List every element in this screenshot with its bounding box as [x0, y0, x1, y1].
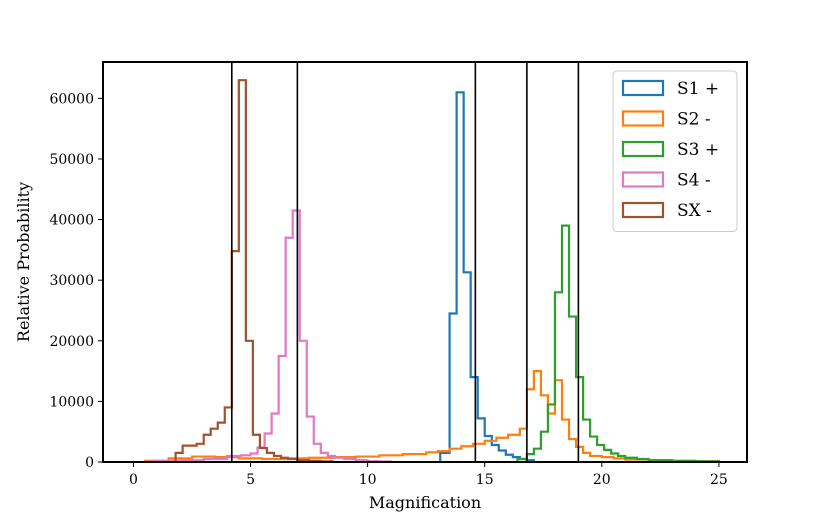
legend-swatch [621, 201, 665, 219]
series-s3-step [516, 224, 720, 463]
y-tick-label: 60000 [49, 91, 94, 107]
x-tick-label: 5 [246, 472, 255, 488]
legend-label: S1 + [677, 79, 719, 99]
y-tick-label: 10000 [49, 394, 94, 410]
x-tick-label: 25 [710, 472, 728, 488]
legend-label: SX - [677, 201, 712, 221]
legend-swatch [621, 171, 665, 188]
y-tick-label: 20000 [49, 334, 94, 350]
legend-label: S3 + [677, 140, 719, 160]
x-tick-label: 10 [359, 472, 377, 488]
series-layer [144, 79, 720, 463]
ticks-layer: 0 5 10 15 20 25 0 10000 20000 30000 40000 50000 6000… [49, 91, 727, 488]
y-tick-label: 0 [85, 455, 94, 471]
x-axis-label: Magnification [369, 493, 481, 512]
x-tick-label: 0 [129, 472, 138, 488]
plot-frame [102, 61, 748, 463]
y-tick-label: 40000 [49, 213, 94, 229]
y-tick-label: 30000 [49, 273, 94, 289]
y-tick-label: 50000 [49, 152, 94, 168]
series-sx-step [174, 79, 334, 463]
plot-border [102, 61, 748, 463]
legend-label: S2 - [677, 110, 711, 130]
series-s4-step [151, 209, 393, 463]
legend: S1 + S2 - S3 + S4 - SX - [612, 70, 738, 232]
legend-swatch [621, 110, 665, 127]
x-tick-label: 15 [476, 472, 494, 488]
series-s1-step [439, 91, 535, 462]
legend-swatch [621, 140, 665, 158]
y-axis-label: Relative Probability [14, 182, 33, 342]
legend-label: S4 - [677, 171, 711, 191]
legend-swatch [621, 79, 665, 97]
vertical-lines-layer [231, 62, 580, 462]
x-tick-label: 20 [593, 472, 611, 488]
